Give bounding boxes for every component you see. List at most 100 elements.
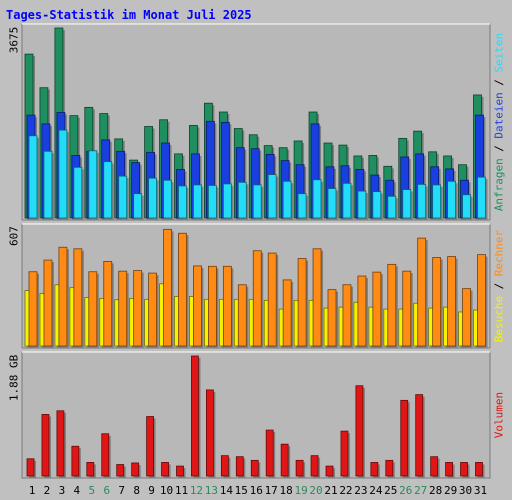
x-tick-label: 28 bbox=[429, 484, 442, 497]
bar-volumen bbox=[101, 433, 110, 477]
x-tick-label: 15 bbox=[235, 484, 248, 497]
bar-rechner bbox=[88, 271, 98, 347]
bar-volumen bbox=[385, 459, 394, 477]
x-tick-label: 1 bbox=[29, 484, 36, 497]
chart-title: Tages-Statistik im Monat Juli 2025 bbox=[6, 8, 252, 22]
legend-dateien: Dateien bbox=[493, 92, 506, 138]
bar-volumen bbox=[116, 464, 125, 477]
bar-seiten bbox=[462, 194, 471, 219]
bar-rechner bbox=[402, 270, 412, 347]
bar-seiten bbox=[103, 161, 113, 219]
x-tick-label: 2 bbox=[44, 484, 51, 497]
bar-rechner bbox=[118, 270, 128, 347]
bar-rechner bbox=[148, 272, 158, 347]
x-tick-label: 23 bbox=[354, 484, 367, 497]
bar-volumen bbox=[460, 462, 468, 477]
bar-volumen bbox=[250, 459, 259, 477]
bar-volumen bbox=[325, 465, 334, 477]
bar-volumen bbox=[415, 394, 424, 477]
bar-volumen bbox=[41, 414, 50, 477]
x-tick-label: 22 bbox=[339, 484, 352, 497]
bar-rechner bbox=[207, 265, 217, 347]
bar-seiten bbox=[163, 179, 172, 219]
x-tick-label: 10 bbox=[160, 484, 173, 497]
bar-seiten bbox=[432, 184, 442, 219]
x-tick-label: 18 bbox=[280, 484, 293, 497]
bar-volumen bbox=[26, 458, 35, 477]
x-tick-label: 6 bbox=[103, 484, 110, 497]
x-tick-label: 3 bbox=[59, 484, 66, 497]
bar-volumen bbox=[400, 399, 409, 477]
x-tick-label: 12 bbox=[190, 484, 203, 497]
bar-seiten bbox=[88, 150, 98, 219]
bar-rechner bbox=[477, 254, 486, 347]
bar-seiten bbox=[267, 174, 277, 219]
panel-volume bbox=[21, 351, 491, 479]
x-tick-label: 19 bbox=[294, 484, 307, 497]
bar-seiten bbox=[417, 183, 427, 219]
bar-seiten bbox=[387, 195, 397, 219]
x-tick-label: 29 bbox=[444, 484, 457, 497]
x-tick-label: 31 bbox=[474, 484, 487, 497]
bar-rechner bbox=[28, 271, 38, 347]
bar-seiten bbox=[178, 185, 187, 219]
bar-seiten bbox=[447, 180, 457, 219]
bar-volumen bbox=[146, 416, 155, 477]
bar-volumen bbox=[161, 462, 169, 477]
bar-volumen bbox=[475, 462, 483, 477]
bar-seiten bbox=[282, 180, 292, 219]
x-tick-label: 21 bbox=[324, 484, 337, 497]
bar-seiten bbox=[148, 177, 158, 219]
x-tick-label: 14 bbox=[220, 484, 234, 497]
bar-seiten bbox=[357, 190, 367, 219]
bar-seiten bbox=[342, 182, 352, 219]
bar-seiten bbox=[327, 188, 337, 219]
bar-volumen bbox=[340, 430, 349, 477]
bar-rechner bbox=[163, 228, 172, 347]
bar-seiten bbox=[237, 181, 247, 219]
bar-seiten bbox=[207, 185, 217, 219]
bar-rechner bbox=[193, 265, 202, 347]
bar-volumen bbox=[131, 462, 140, 477]
bar-seiten bbox=[477, 176, 486, 219]
x-tick-label: 4 bbox=[74, 484, 81, 497]
bar-rechner bbox=[327, 289, 337, 347]
bar-seiten bbox=[43, 150, 53, 219]
bar-volumen bbox=[445, 462, 454, 477]
bar-volumen bbox=[56, 410, 65, 477]
x-tick-label: 30 bbox=[459, 484, 472, 497]
x-tick-label: 26 bbox=[399, 484, 412, 497]
bar-seiten bbox=[222, 183, 232, 219]
bar-rechner bbox=[73, 248, 83, 347]
bar-seiten bbox=[252, 184, 262, 219]
bar-rechner bbox=[372, 271, 382, 347]
bar-rechner bbox=[342, 284, 352, 347]
x-tick-label: 17 bbox=[265, 484, 278, 497]
x-tick-label: 16 bbox=[250, 484, 263, 497]
bar-rechner bbox=[133, 270, 143, 347]
x-tick-label: 27 bbox=[414, 484, 427, 497]
bar-rechner bbox=[447, 256, 457, 347]
bar-volumen bbox=[280, 443, 289, 477]
visits-legend-separator: / bbox=[493, 283, 506, 290]
y-max-label-requests: 3675 bbox=[8, 27, 21, 54]
bar-rechner bbox=[417, 237, 427, 347]
bar-volumen bbox=[71, 445, 80, 477]
bar-volumen bbox=[191, 355, 199, 477]
bar-rechner bbox=[462, 288, 471, 347]
legend-rechner: Rechner bbox=[493, 229, 506, 276]
bar-volumen bbox=[86, 462, 95, 477]
x-tick-label: 8 bbox=[133, 484, 140, 497]
bar-seiten bbox=[58, 129, 68, 219]
bar-volumen bbox=[430, 456, 439, 477]
bar-volumen bbox=[355, 385, 364, 477]
bar-seiten bbox=[193, 184, 202, 219]
requests-legend-separator: / bbox=[493, 145, 506, 152]
x-tick-label: 7 bbox=[118, 484, 125, 497]
bar-seiten bbox=[372, 191, 382, 219]
bar-volumen bbox=[235, 456, 244, 477]
bar-volumen bbox=[310, 455, 319, 477]
x-tick-label: 11 bbox=[175, 484, 188, 497]
bar-volumen bbox=[220, 455, 229, 477]
